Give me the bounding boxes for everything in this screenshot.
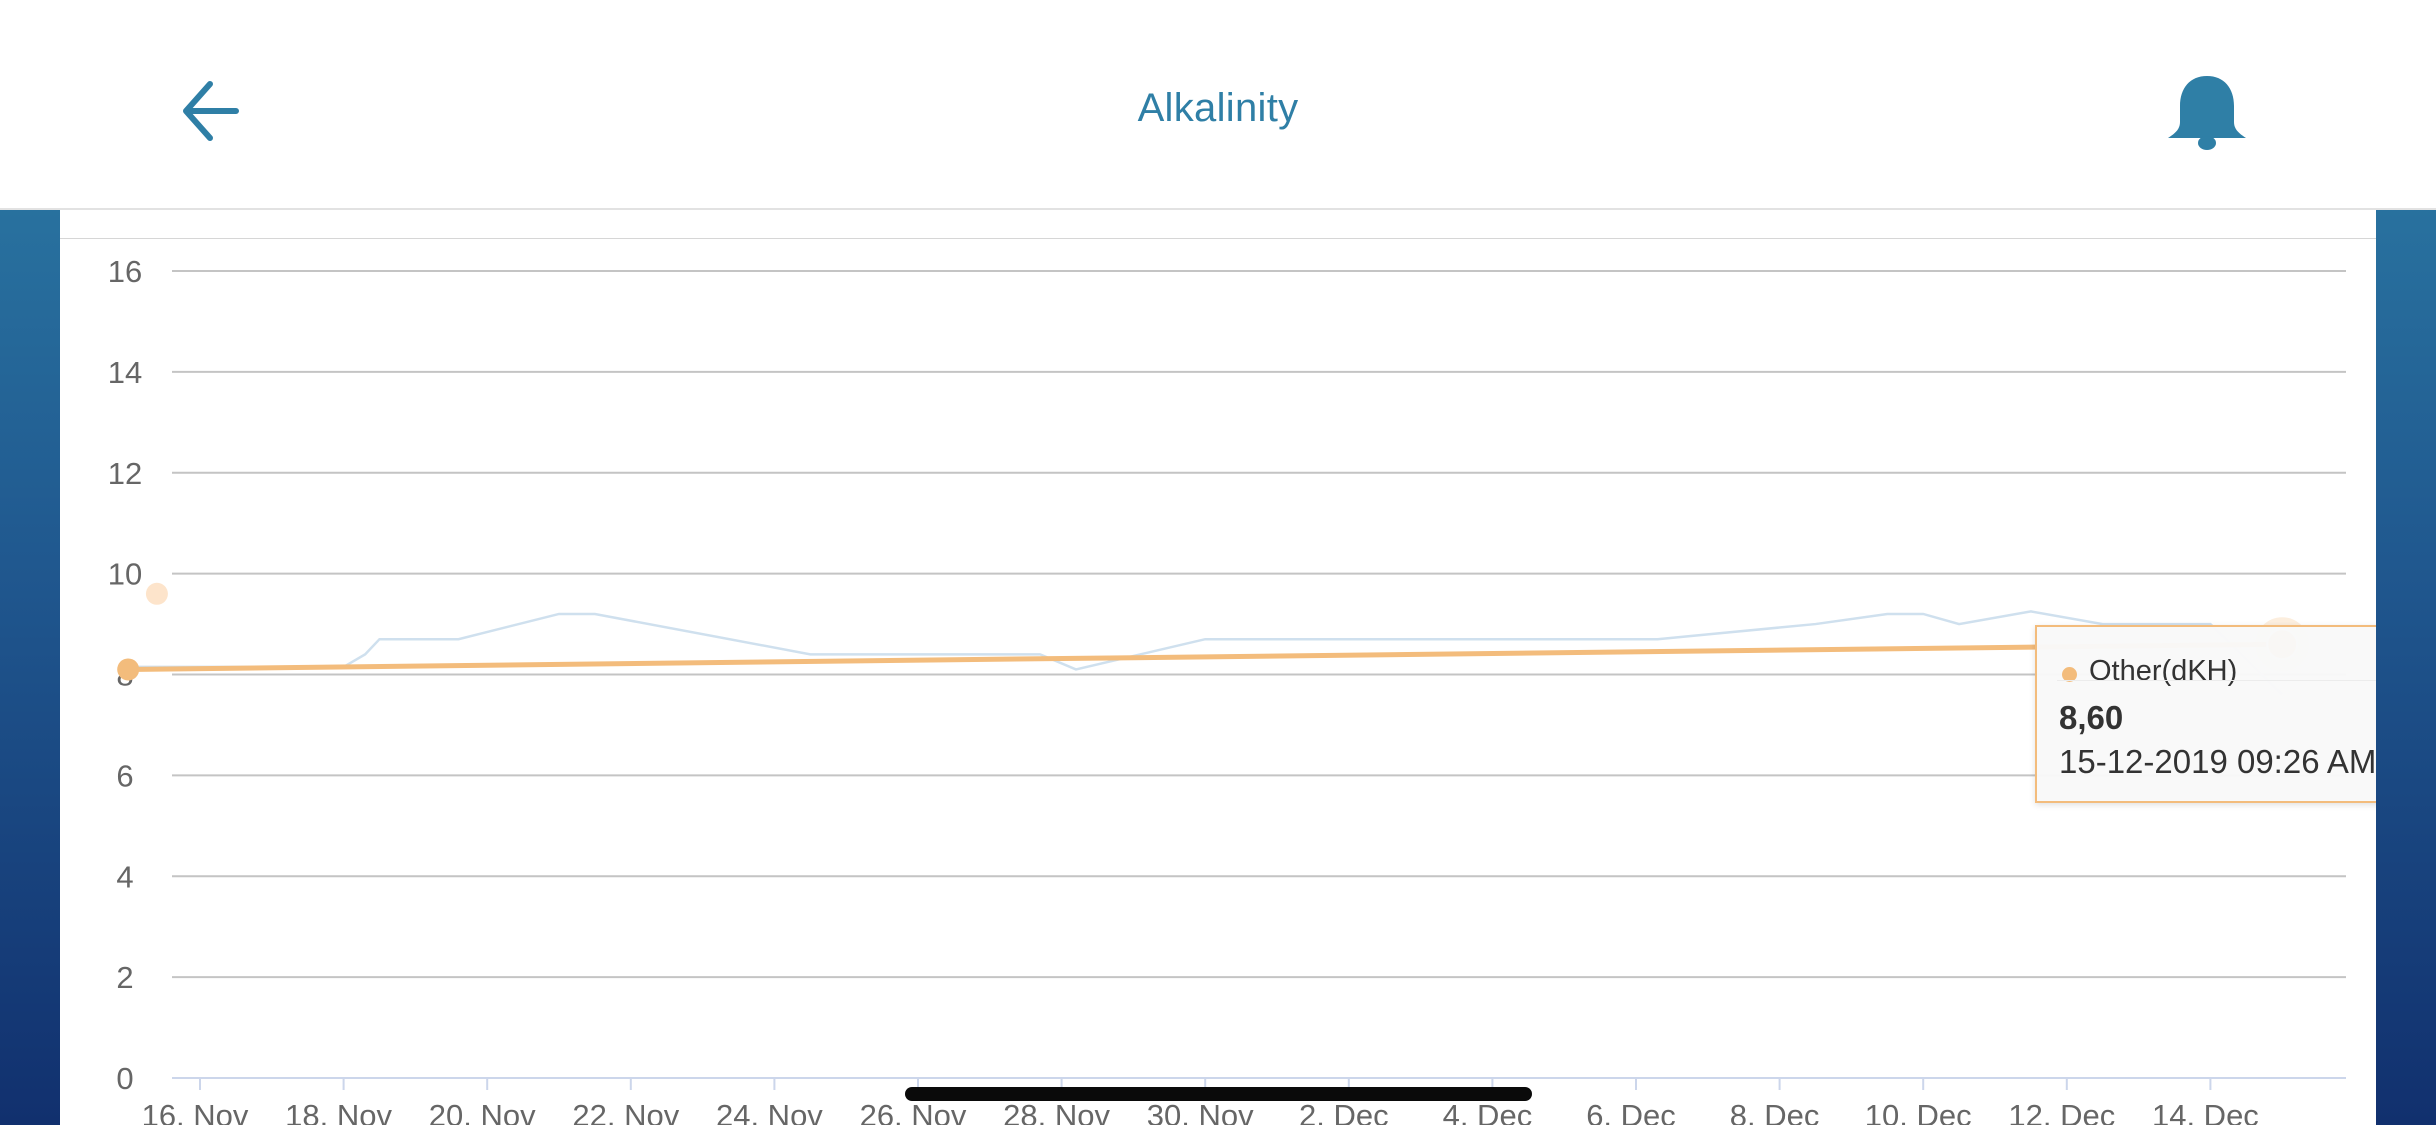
x-tick-label: 20. Nov <box>429 1098 536 1125</box>
reference-series-line <box>128 610 2284 696</box>
x-tick-label: 2. Dec <box>1299 1098 1389 1125</box>
back-button[interactable] <box>180 78 260 144</box>
data-point <box>117 658 140 681</box>
tooltip-series-name: Other(dKH) <box>2089 655 2238 687</box>
y-tick-label: 12 <box>108 456 142 491</box>
x-tick-label: 24. Nov <box>716 1098 823 1125</box>
x-tick-label: 8. Dec <box>1730 1098 1820 1125</box>
page-title: Alkalinity <box>1137 86 1299 130</box>
x-tick-label: 12. Dec <box>2008 1098 2115 1125</box>
arrow-left-icon <box>183 81 239 141</box>
y-tick-label: 10 <box>108 557 142 592</box>
tooltip-date: 15-12-2019 09:26 AM <box>2059 743 2376 780</box>
y-tick-label: 16 <box>108 254 142 289</box>
bell-icon <box>2168 76 2246 150</box>
y-tick-label: 6 <box>116 758 133 793</box>
x-tick-label: 16. Nov <box>142 1098 249 1125</box>
x-tick-label: 4. Dec <box>1443 1098 1533 1125</box>
faded-data-point <box>145 582 168 605</box>
x-tick-label: 14. Dec <box>2152 1098 2259 1125</box>
x-tick-label: 26. Nov <box>860 1098 967 1125</box>
x-tick-label: 28. Nov <box>1003 1098 1110 1125</box>
x-tick-label: 18. Nov <box>285 1098 392 1125</box>
notifications-button[interactable] <box>2162 72 2252 152</box>
home-indicator[interactable] <box>905 1087 1532 1101</box>
tooltip-value: 8,60 <box>2059 699 2124 736</box>
chart-tooltip: Other(dKH) 8,60 15-12-2019 09:26 AM <box>2035 625 2376 803</box>
y-tick-label: 0 <box>116 1061 133 1096</box>
y-tick-label: 14 <box>108 355 142 390</box>
other-dkh-series-line <box>128 641 2283 672</box>
app-header: Alkalinity <box>0 0 2436 210</box>
y-tick-label: 2 <box>116 960 133 995</box>
y-tick-label: 4 <box>116 859 133 894</box>
divider <box>60 238 2376 239</box>
x-tick-label: 10. Dec <box>1865 1098 1972 1125</box>
x-tick-label: 22. Nov <box>572 1098 679 1125</box>
x-tick-label: 30. Nov <box>1147 1098 1254 1125</box>
x-tick-label: 6. Dec <box>1586 1098 1676 1125</box>
series-color-dot <box>2062 667 2077 682</box>
tooltip-divider <box>2057 680 2376 681</box>
